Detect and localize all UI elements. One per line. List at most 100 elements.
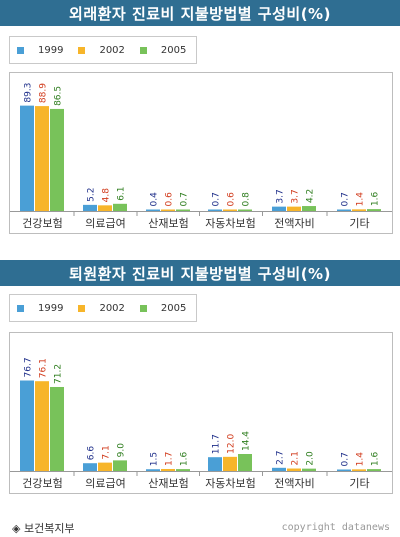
- chart-2-title: 퇴원환자 진료비 지불방법별 구성비(%): [0, 260, 400, 286]
- legend-swatch-2002: [78, 46, 86, 54]
- category-label: 산재보험: [148, 477, 188, 490]
- category-label: 자동차보험: [205, 477, 256, 490]
- bar-value-label: 86.5: [54, 86, 64, 106]
- category-label: 산재보험: [148, 217, 188, 230]
- bar-value-label: 5.2: [87, 188, 97, 202]
- chart-1-legend: 1999 2002 2005: [9, 36, 197, 64]
- bar-value-label: 0.7: [180, 192, 190, 206]
- legend-item-2005: 2005: [139, 45, 186, 56]
- bar-value-label: 2.0: [306, 451, 316, 466]
- chart-1-title: 외래환자 진료비 지불방법별 구성비(%): [0, 0, 400, 26]
- chart-1-plot: 89.3 88.9 86.5 건강보험 5.2 4.8 6.1 의료급여 0.4 0.6 0.7 산재…: [9, 72, 393, 234]
- bar: [35, 106, 49, 211]
- source-label: ◈ 보건복지부: [12, 522, 75, 535]
- bar: [287, 206, 301, 211]
- bar: [302, 468, 316, 471]
- bar-value-label: 3.7: [276, 189, 286, 203]
- legend-item-2002: 2002: [78, 45, 125, 56]
- category-label: 기타: [349, 217, 369, 230]
- bar: [223, 456, 237, 471]
- chart-2-legend: 1999 2002 2005: [9, 294, 197, 322]
- bar-value-label: 0.4: [150, 192, 160, 207]
- bar-value-label: 0.6: [165, 192, 175, 207]
- bar-value-label: 2.1: [291, 451, 301, 465]
- bar: [113, 203, 127, 211]
- bar-value-label: 12.0: [227, 434, 237, 454]
- bar: [352, 469, 366, 471]
- bar: [83, 204, 97, 211]
- bar: [113, 460, 127, 471]
- bar: [83, 463, 97, 471]
- bar-value-label: 71.2: [54, 364, 64, 384]
- bar: [272, 206, 286, 211]
- bar-value-label: 14.4: [242, 431, 252, 451]
- legend-item-2005: 2005: [139, 303, 186, 314]
- legend-swatch-1999: [17, 46, 24, 54]
- bar: [146, 469, 160, 471]
- bar: [50, 386, 64, 471]
- bar: [176, 469, 190, 471]
- bar-value-label: 0.8: [242, 192, 252, 207]
- legend-swatch-2002: [78, 304, 86, 312]
- legend-item-1999: 1999: [17, 45, 63, 56]
- bar-value-label: 76.1: [39, 358, 49, 378]
- legend-item-1999: 1999: [17, 303, 63, 314]
- bar-value-label: 0.7: [341, 192, 351, 206]
- category-label: 의료급여: [85, 217, 125, 230]
- bar-value-label: 0.6: [227, 192, 237, 207]
- category-label: 의료급여: [85, 477, 125, 490]
- bar-value-label: 4.2: [306, 189, 316, 203]
- bar: [337, 209, 351, 211]
- category-label: 전액자비: [274, 217, 314, 230]
- bar-value-label: 1.4: [356, 452, 366, 467]
- category-label: 건강보험: [22, 217, 62, 230]
- legend-swatch-2005: [139, 46, 147, 54]
- bar-value-label: 9.0: [117, 443, 127, 458]
- bar: [20, 105, 34, 211]
- legend-swatch-1999: [17, 304, 24, 312]
- bar: [272, 467, 286, 471]
- bar-value-label: 6.1: [117, 186, 127, 200]
- bar: [208, 457, 222, 471]
- bar-value-label: 1.7: [165, 452, 175, 466]
- bar: [20, 380, 34, 471]
- bar: [367, 469, 381, 471]
- bar-value-label: 4.8: [102, 188, 112, 203]
- chart-2-svg: 76.7 76.1 71.2 건강보험 6.6 7.1 9.0 의료급여 1.5 1.7 1.6 산재…: [10, 357, 392, 490]
- bar-value-label: 2.7: [276, 450, 286, 464]
- bar: [50, 108, 64, 211]
- bar-value-label: 11.7: [212, 434, 222, 454]
- bar: [223, 209, 237, 211]
- bar-value-label: 1.6: [180, 452, 190, 467]
- bar-value-label: 3.7: [291, 189, 301, 203]
- bar: [35, 381, 49, 471]
- bar: [146, 209, 160, 211]
- bar-value-label: 7.1: [102, 445, 112, 459]
- bar: [238, 209, 252, 211]
- category-label: 전액자비: [274, 477, 314, 490]
- bar-value-label: 89.3: [24, 83, 34, 103]
- bar: [287, 468, 301, 471]
- bar: [337, 469, 351, 471]
- bar-value-label: 1.6: [371, 192, 381, 207]
- legend-swatch-2005: [139, 304, 147, 312]
- bar-value-label: 1.6: [371, 452, 381, 467]
- category-label: 자동차보험: [205, 217, 256, 230]
- category-label: 기타: [349, 477, 369, 490]
- legend-item-2002: 2002: [78, 303, 125, 314]
- bar: [352, 209, 366, 211]
- bar: [161, 209, 175, 211]
- bar: [367, 209, 381, 211]
- bar-value-label: 6.6: [87, 446, 97, 461]
- bar-value-label: 1.4: [356, 192, 366, 207]
- chart-2-plot: 76.7 76.1 71.2 건강보험 6.6 7.1 9.0 의료급여 1.5 1.7 1.6 산재…: [9, 332, 393, 494]
- bar: [302, 206, 316, 211]
- bar-value-label: 0.7: [212, 192, 222, 206]
- copyright-label: copyright datanews: [281, 522, 390, 533]
- bar-value-label: 0.7: [341, 452, 351, 466]
- bar-value-label: 76.7: [24, 357, 34, 377]
- bar: [176, 209, 190, 211]
- bar: [98, 205, 112, 211]
- bar-value-label: 1.5: [150, 452, 160, 466]
- bar: [161, 468, 175, 471]
